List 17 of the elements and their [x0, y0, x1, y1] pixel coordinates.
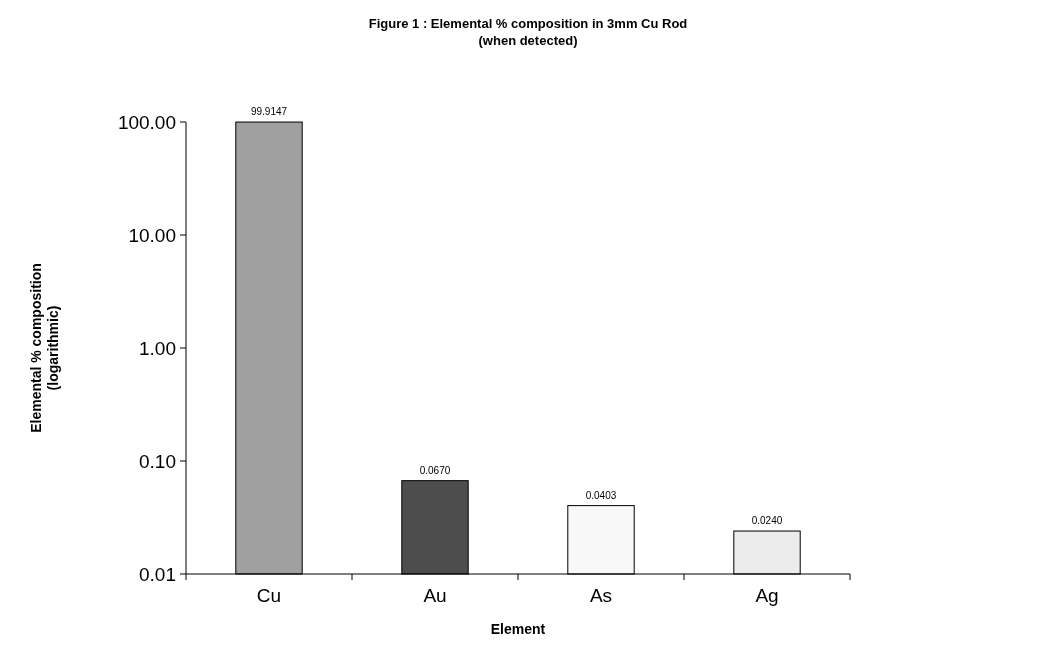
- y-tick-label: 10.00: [128, 224, 176, 246]
- data-label: 99.9147: [250, 106, 288, 118]
- y-axis-title: Elemental % composition (logarithmic): [28, 263, 61, 433]
- x-tick-label: Cu: [256, 585, 282, 606]
- data-label: 0.0403: [585, 489, 617, 501]
- data-label: 0.0240: [751, 515, 783, 527]
- chart-subtitle: (when detected): [478, 33, 578, 48]
- chart-title: Figure 1 : Elemental % composition in 3mm Cu Rod: [368, 16, 688, 31]
- x-tick-label: Ag: [755, 585, 779, 606]
- x-tick-label: Au: [423, 585, 447, 606]
- y-tick-label: 0.10: [139, 450, 176, 472]
- y-tick-label: 0.01: [139, 563, 176, 585]
- y-tick-label: 100.00: [117, 111, 176, 133]
- x-axis-title: Element: [490, 621, 546, 637]
- data-label: 0.0670: [419, 464, 451, 476]
- x-tick-label: As: [589, 585, 613, 606]
- y-tick-label: 1.00: [139, 337, 176, 359]
